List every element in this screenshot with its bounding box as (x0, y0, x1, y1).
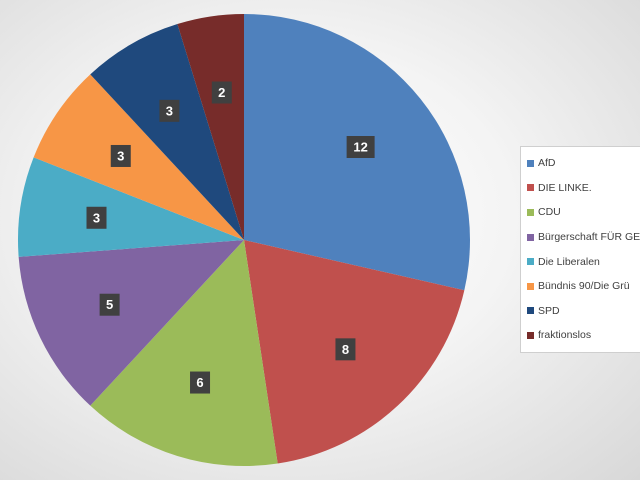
svg-text:5: 5 (106, 297, 113, 312)
data-label-die-liberalen: 3 (86, 206, 107, 229)
pie-data-labels: 12 8 6 5 3 3 3 2 (86, 81, 375, 394)
legend-item-b-ndnis-90-die-gr: Bündnis 90/Die Grü (527, 274, 640, 299)
pie-slice-b-ndnis-90-die-gr (33, 74, 245, 240)
legend-label: SPD (538, 304, 560, 317)
svg-text:2: 2 (218, 85, 225, 100)
legend-label: fraktionslos (538, 329, 592, 342)
legend-label: DIE LINKE. (538, 181, 592, 194)
svg-text:3: 3 (93, 210, 100, 225)
legend-label: CDU (538, 206, 561, 219)
pie-slices (18, 14, 470, 466)
legend-item-afd: AfD (527, 151, 640, 176)
legend-swatch (527, 208, 534, 216)
legend-label: AfD (538, 157, 556, 170)
svg-text:3: 3 (166, 103, 173, 118)
data-label-die-linke: 8 (335, 338, 356, 361)
pie-slice-spd (90, 24, 244, 241)
legend-item-die-liberalen: Die Liberalen (527, 249, 640, 274)
legend-label: Bündnis 90/Die Grü (538, 280, 630, 293)
legend-item-fraktionslos: fraktionslos (527, 323, 640, 348)
legend-swatch (527, 233, 534, 241)
legend-item-die-linke: DIE LINKE. (527, 176, 640, 201)
legend-swatch (527, 307, 534, 315)
legend-item-cdu: CDU (527, 200, 640, 225)
legend-swatch (527, 331, 534, 339)
pie-slice-b-rgerschaft-f-r-ge (18, 240, 244, 406)
data-label-cdu: 6 (190, 371, 211, 394)
data-label-b-ndnis-90-die-gr: 3 (110, 144, 131, 167)
legend-swatch (527, 184, 534, 192)
pie-slice-cdu (90, 240, 278, 466)
chart-legend: AfD DIE LINKE. CDU Bürgerschaft FÜR GE Die L… (520, 146, 640, 353)
svg-text:6: 6 (196, 375, 203, 390)
data-label-afd: 12 (346, 136, 375, 159)
legend-swatch (527, 159, 534, 167)
pie-slice-fraktionslos (177, 14, 244, 240)
legend-swatch (527, 282, 534, 290)
pie-slice-die-liberalen (18, 157, 244, 257)
data-label-spd: 3 (159, 99, 180, 122)
legend-label: Bürgerschaft FÜR GE (538, 231, 640, 244)
svg-text:3: 3 (117, 148, 124, 163)
data-label-fraktionslos: 2 (211, 81, 232, 104)
legend-item-spd: SPD (527, 299, 640, 324)
svg-text:12: 12 (353, 140, 367, 155)
legend-item-b-rgerschaft-f-r-ge: Bürgerschaft FÜR GE (527, 225, 640, 250)
legend-label: Die Liberalen (538, 255, 600, 268)
svg-text:8: 8 (342, 342, 349, 357)
legend-swatch (527, 258, 534, 266)
data-label-b-rgerschaft-f-r-ge: 5 (99, 293, 120, 316)
